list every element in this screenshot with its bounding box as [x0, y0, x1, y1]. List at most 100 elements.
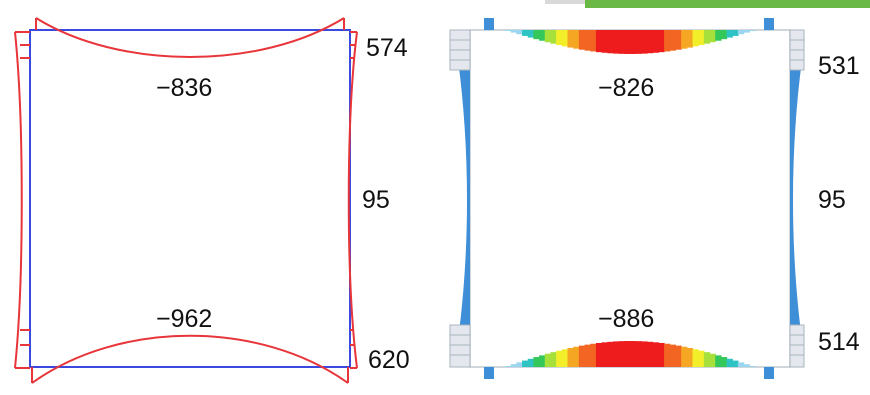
left-top-beam-moment-curve: [35, 17, 345, 58]
contour-segment: [527, 30, 535, 38]
right-column-contour: [790, 60, 802, 340]
contour-segment: [601, 30, 608, 53]
contour-segment: [681, 346, 688, 367]
contour-segment: [641, 341, 648, 367]
contour-segment: [675, 345, 682, 367]
contour-segment: [516, 30, 523, 35]
contour-segment: [624, 30, 631, 54]
contour-segment: [652, 342, 660, 367]
contour-segment: [510, 364, 517, 367]
contour-segment: [539, 355, 546, 367]
contour-segment: [647, 30, 654, 54]
contour-segment: [658, 30, 665, 53]
contour-segment: [561, 349, 569, 367]
right-right-label-middle: 95: [818, 186, 846, 214]
contour-segment: [709, 30, 716, 43]
left-frame-outline: [29, 29, 351, 368]
contour-segment: [715, 30, 722, 41]
contour-segment: [686, 30, 694, 48]
top-beam-contour: [505, 30, 756, 54]
contour-segment: [567, 347, 574, 367]
contour-segment: [692, 30, 699, 47]
left-right-label-bottom: 620: [368, 346, 410, 374]
contour-segment: [612, 30, 620, 54]
contour-segment: [675, 30, 682, 50]
contour-segment: [720, 30, 728, 40]
right-right-label-bottom: 514: [818, 328, 860, 356]
contour-segment: [539, 30, 546, 41]
contour-segment: [584, 30, 591, 51]
contour-segment: [726, 30, 733, 38]
right-contour-diagram: [449, 0, 870, 379]
contour-segment: [624, 341, 631, 367]
contour-segment: [635, 30, 642, 54]
contour-segment: [607, 30, 614, 54]
contour-segment: [607, 341, 614, 367]
contour-segment: [578, 30, 586, 50]
contour-segment: [573, 30, 580, 49]
contour-segment: [630, 30, 637, 54]
contour-segment: [595, 342, 603, 367]
contour-segment: [630, 341, 637, 367]
contour-segment: [652, 30, 660, 53]
contour-segment: [533, 357, 540, 367]
bottom-right-corner-block: [789, 324, 805, 368]
contour-segment: [522, 360, 529, 367]
contour-segment: [669, 344, 677, 367]
right-bottom-beam-moment-label: −886: [598, 305, 655, 333]
contour-segment: [573, 346, 580, 367]
contour-segment: [595, 30, 603, 53]
contour-segment: [698, 350, 705, 367]
contour-segment: [544, 30, 552, 43]
contour-segment: [669, 30, 677, 51]
contour-segment: [743, 30, 750, 33]
contour-segment: [544, 353, 552, 367]
contour-segment: [686, 347, 694, 367]
left-top-beam-moment-label: −836: [156, 74, 213, 102]
contour-segment: [618, 30, 625, 54]
contour-segment: [709, 353, 716, 367]
left-right-label-top: 574: [366, 34, 408, 62]
contour-segment: [715, 355, 722, 367]
left-column-contour: [458, 60, 470, 340]
contour-segment: [698, 30, 705, 46]
contour-segment: [561, 30, 569, 47]
contour-segment: [681, 30, 688, 49]
contour-segment: [737, 30, 745, 35]
left-column-moment-left: [14, 31, 23, 369]
contour-segment: [522, 30, 529, 36]
contour-segment: [584, 344, 591, 367]
contour-segment: [578, 345, 586, 367]
contour-segment: [612, 341, 620, 367]
contour-segment: [510, 30, 517, 33]
left-line-diagram: [14, 17, 358, 384]
contour-segment: [590, 30, 597, 52]
contour-segment: [635, 341, 642, 367]
contour-segment: [567, 30, 574, 48]
contour-segment: [556, 350, 563, 367]
bottom-left-corner-block: [449, 324, 471, 368]
bottom-beam-contour: [505, 341, 756, 367]
contour-segment: [516, 362, 523, 367]
contour-segment: [527, 358, 535, 367]
contour-segment: [703, 352, 711, 367]
left-bottom-beam-moment-curve: [31, 334, 349, 384]
left-bottom-beam-moment-label: −962: [156, 305, 213, 333]
contour-segment: [743, 364, 750, 367]
left-right-label-middle: 95: [362, 186, 390, 214]
contour-segment: [641, 30, 648, 54]
right-right-label-top: 531: [818, 52, 860, 80]
contour-segment: [590, 343, 597, 367]
contour-segment: [732, 360, 739, 367]
contour-segment: [692, 349, 699, 367]
contour-segment: [726, 358, 733, 367]
contour-segment: [749, 30, 756, 31]
contour-segment: [664, 343, 671, 367]
contour-segment: [550, 352, 557, 367]
contour-segment: [658, 342, 665, 367]
contour-segment: [732, 30, 739, 36]
right-top-beam-moment-label: −826: [598, 74, 655, 102]
contour-segment: [720, 357, 728, 367]
contour-segment: [533, 30, 540, 40]
contour-segment: [737, 362, 745, 367]
